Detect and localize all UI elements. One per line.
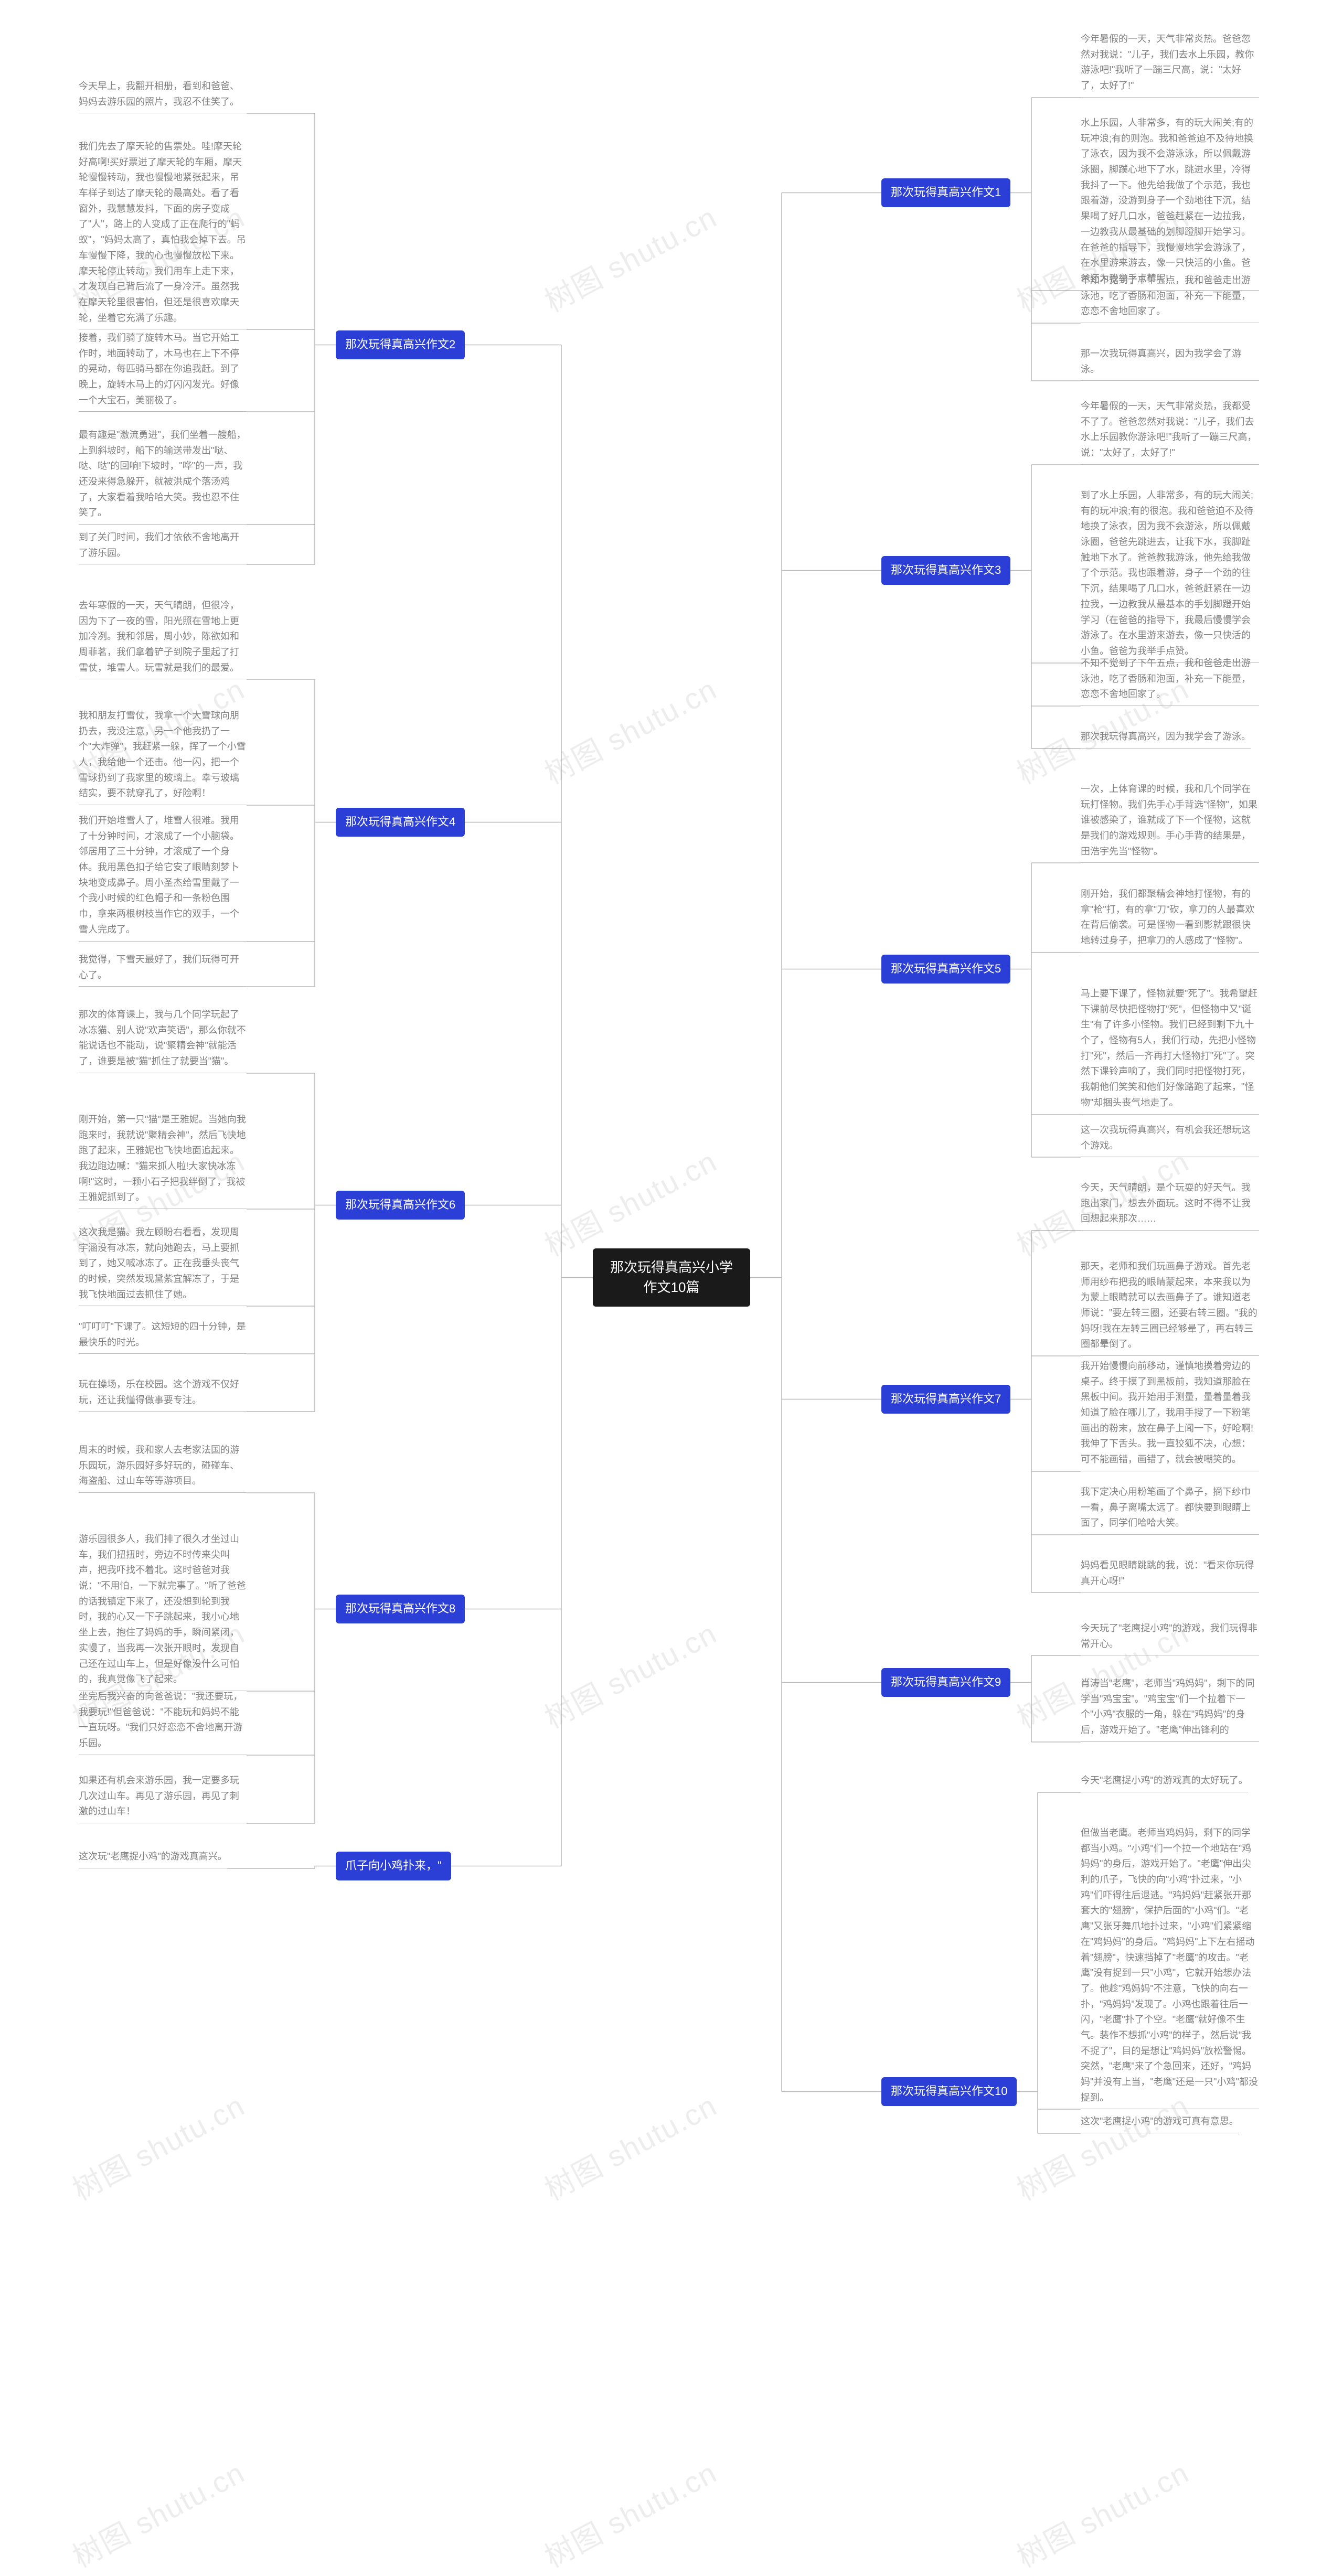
leaf-node: "叮叮叮"下课了。这短短的四十分钟，是最快乐的时光。 bbox=[79, 1319, 247, 1354]
leaf-node: 肖涛当"老鹰"，老师当"鸡妈妈"，剩下的同学当"鸡宝宝"。"鸡宝宝"们一个拉着下… bbox=[1081, 1676, 1259, 1742]
leaf-node: 马上要下课了，怪物就要"死了"。我希望赶下课前尽快把怪物打"死"，但怪物中又"诞… bbox=[1081, 986, 1259, 1115]
watermark: 树图 shutu.cn bbox=[536, 666, 723, 793]
leaf-node: 今年暑假的一天，天气非常炎热。爸爸忽然对我说："儿子，我们去水上乐园，教你游泳吧… bbox=[1081, 31, 1259, 98]
branch-node: 那次玩得真高兴作文8 bbox=[336, 1595, 465, 1623]
leaf-node: 我们开始堆雪人了，堆雪人很难。我用了十分钟时间，才滚成了一个小脑袋。邻居用了三十… bbox=[79, 813, 247, 942]
leaf-node: 这次我是猫。我左顾盼右看看，发现周宇涵没有冰冻，就向她跑去，马上要抓到了，她又喊… bbox=[79, 1225, 247, 1306]
leaf-node: 水上乐园，人非常多，有的玩大闹关;有的玩冲浪;有的则泡。我和爸爸迫不及待地换了泳… bbox=[1081, 115, 1259, 291]
leaf-node: 接着，我们骑了旋转木马。当它开始工作时，地面转动了，木马也在上下不停的晃动，每匹… bbox=[79, 330, 247, 412]
watermark: 树图 shutu.cn bbox=[64, 2082, 251, 2209]
leaf-node: 到了关门时间，我们才依依不舍地离开了游乐园。 bbox=[79, 530, 247, 564]
leaf-node: 不知不觉到了下午五点，我和爸爸走出游泳池，吃了香肠和泡面，补充一下能量，恋恋不舍… bbox=[1081, 656, 1259, 706]
branch-node: 那次玩得真高兴作文1 bbox=[881, 178, 1010, 207]
leaf-node: 坐完后我兴奋的向爸爸说："我还要玩，我要玩!"但爸爸说："不能玩和妈妈不能一直玩… bbox=[79, 1689, 247, 1755]
watermark: 树图 shutu.cn bbox=[536, 194, 723, 320]
branch-node: 那次玩得真高兴作文3 bbox=[881, 556, 1010, 585]
leaf-node: 到了水上乐园，人非常多，有的玩大闹关;有的玩冲浪;有的很泡。我和爸爸迫不及待地换… bbox=[1081, 488, 1259, 663]
watermark: 树图 shutu.cn bbox=[64, 2450, 251, 2576]
leaf-node: 一次，上体育课的时候，我和几个同学在玩打怪物。我们先手心手背选"怪物"，如果谁被… bbox=[1081, 782, 1259, 863]
leaf-node: 那天，老师和我们玩画鼻子游戏。首先老师用纱布把我的眼睛蒙起来，本来我以为为蒙上眼… bbox=[1081, 1259, 1259, 1356]
leaf-node: 今天"老鹰捉小鸡"的游戏真的太好玩了。 bbox=[1081, 1773, 1248, 1792]
leaf-node: 不知不觉到了下午五点，我和爸爸走出游泳池，吃了香肠和泡面，补充一下能量，恋恋不舍… bbox=[1081, 273, 1259, 323]
leaf-node: 这次"老鹰捉小鸡"的游戏可真有意思。 bbox=[1081, 2114, 1239, 2133]
leaf-node: 那次我玩得真高兴，因为我学会了游泳。 bbox=[1081, 729, 1251, 749]
leaf-node: 玩在操场，乐在校园。这个游戏不仅好玩，还让我懂得做事要专注。 bbox=[79, 1377, 247, 1412]
leaf-node: 这次玩"老鹰捉小鸡"的游戏真高兴。 bbox=[79, 1849, 227, 1868]
leaf-node: 游乐园很多人，我们排了很久才坐过山车，我们扭扭时，旁边不时传来尖叫声，把我吓找不… bbox=[79, 1532, 247, 1691]
center-node: 那次玩得真高兴小学作文10篇 bbox=[593, 1248, 750, 1307]
leaf-node: 我和朋友打雪仗，我拿一个大雪球向朋扔去，我没注意，另一个他我扔了一个"大炸弹"，… bbox=[79, 708, 247, 805]
leaf-node: 但做当老鹰。老师当鸡妈妈，剩下的同学都当小鸡。"小鸡"们一个拉一个地站在"鸡妈妈… bbox=[1081, 1825, 1259, 2109]
leaf-node: 那一次我玩得真高兴，因为我学会了游泳。 bbox=[1081, 346, 1259, 381]
branch-node: 那次玩得真高兴作文9 bbox=[881, 1668, 1010, 1697]
leaf-node: 今天，天气晴朗，是个玩耍的好天气。我跑出家门，想去外面玩。这时不得不让我回想起来… bbox=[1081, 1180, 1259, 1231]
watermark: 树图 shutu.cn bbox=[536, 1610, 723, 1737]
leaf-node: 那次的体育课上，我与几个同学玩起了冰冻猫、别人说"欢声笑语"，那么你就不能说话也… bbox=[79, 1007, 247, 1073]
branch-node: 那次玩得真高兴作文6 bbox=[336, 1191, 465, 1220]
branch-node: 那次玩得真高兴作文5 bbox=[881, 955, 1010, 984]
leaf-node: 刚开始，我们都聚精会神地打怪物，有的拿"枪"打，有的拿"刀"砍，拿刀的人最喜欢在… bbox=[1081, 886, 1259, 953]
leaf-node: 这一次我玩得真高兴，有机会我还想玩这个游戏。 bbox=[1081, 1123, 1259, 1157]
branch-node: 爪子向小鸡扑来，" bbox=[336, 1852, 451, 1880]
watermark: 树图 shutu.cn bbox=[536, 1138, 723, 1265]
leaf-node: 最有趣是"激流勇进"，我们坐着一艘船，上到斜坡时，船下的输送带发出"哒、哒、哒"… bbox=[79, 427, 247, 525]
leaf-node: 刚开始，第一只"猫"是王雅妮。当她向我跑来时，我就说"聚精会神"，然后飞快地跑了… bbox=[79, 1112, 247, 1209]
leaf-node: 如果还有机会来游乐园，我一定要多玩几次过山车。再见了游乐园，再见了刺激的过山车！ bbox=[79, 1773, 247, 1823]
leaf-node: 周末的时候，我和家人去老家法国的游乐园玩，游乐园好多好玩的，碰碰车、海盗船、过山… bbox=[79, 1442, 247, 1493]
watermark: 树图 shutu.cn bbox=[536, 2082, 723, 2209]
leaf-node: 今天早上，我翻开相册，看到和爸爸、妈妈去游乐园的照片，我忍不住笑了。 bbox=[79, 79, 247, 113]
branch-node: 那次玩得真高兴作文2 bbox=[336, 330, 465, 359]
leaf-node: 今天玩了"老鹰捉小鸡"的游戏，我们玩得非常开心。 bbox=[1081, 1621, 1259, 1655]
leaf-node: 妈妈看见眼睛跳跳的我，说："看来你玩得真开心呀!" bbox=[1081, 1558, 1259, 1592]
leaf-node: 我开始慢慢向前移动，谨慎地摸着旁边的桌子。终于摸了到黑板前，我知道那脸在黑板中间… bbox=[1081, 1359, 1259, 1471]
watermark: 树图 shutu.cn bbox=[536, 2450, 723, 2576]
leaf-node: 去年寒假的一天，天气晴朗，但很冷，因为下了一夜的雪，阳光照在雪地上更加冷冽。我和… bbox=[79, 598, 247, 679]
watermark: 树图 shutu.cn bbox=[1008, 2450, 1196, 2576]
branch-node: 那次玩得真高兴作文4 bbox=[336, 808, 465, 837]
leaf-node: 我们先去了摩天轮的售票处。哇!摩天轮好高啊!买好票进了摩天轮的车厢，摩天轮慢慢转… bbox=[79, 139, 247, 329]
leaf-node: 我觉得，下雪天最好了，我们玩得可开心了。 bbox=[79, 952, 247, 987]
leaf-node: 我下定决心用粉笔画了个鼻子，摘下纱巾一看，鼻子离嘴太远了。都快要到眼睛上面了，同… bbox=[1081, 1484, 1259, 1535]
leaf-node: 今年暑假的一天，天气非常炎热，我都受不了了。爸爸忽然对我说："儿子，我们去水上乐… bbox=[1081, 399, 1259, 465]
branch-node: 那次玩得真高兴作文10 bbox=[881, 2077, 1017, 2106]
branch-node: 那次玩得真高兴作文7 bbox=[881, 1385, 1010, 1414]
